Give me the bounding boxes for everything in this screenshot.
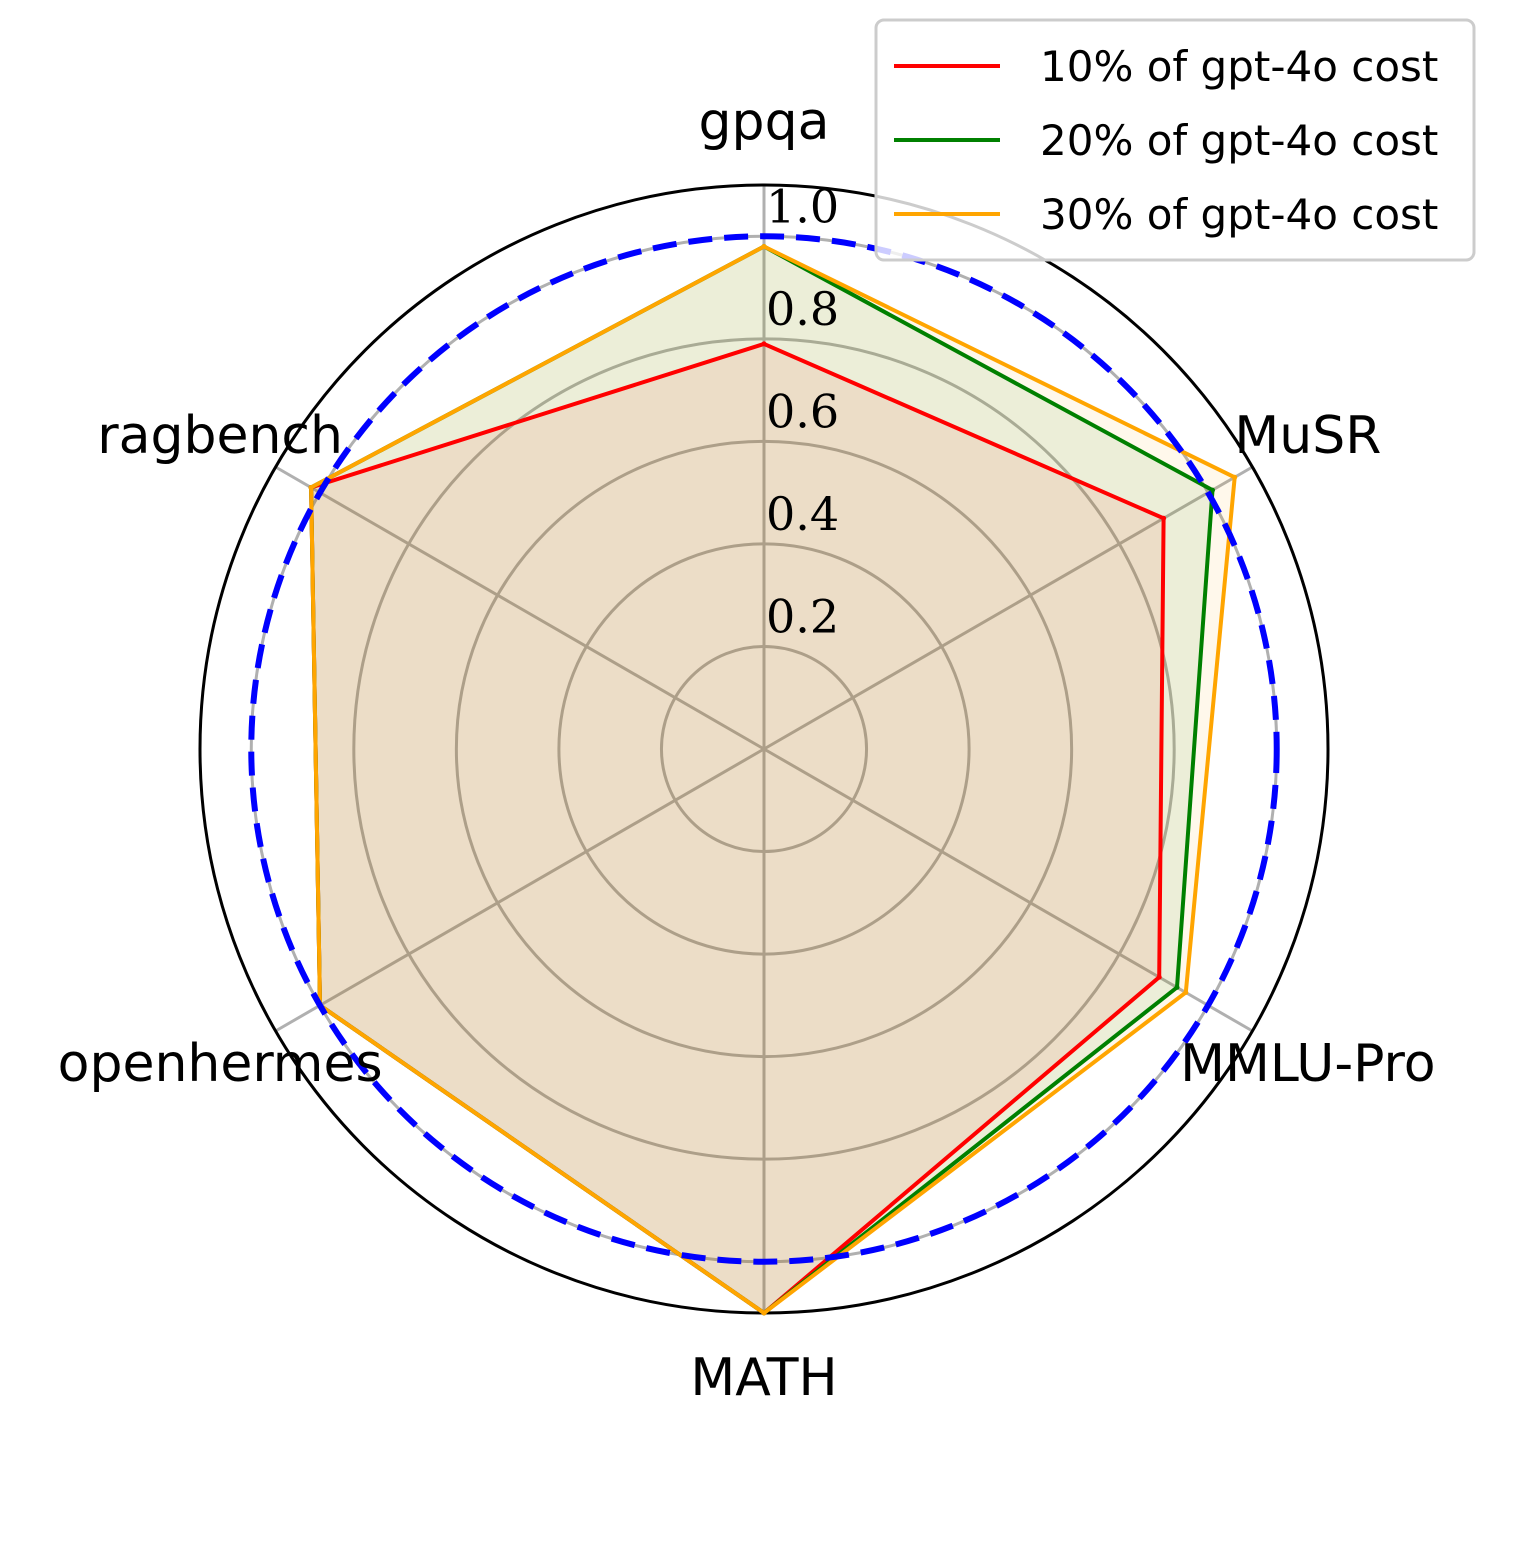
series-1-point-MuSR xyxy=(1210,487,1215,493)
legend-label-1: 20% of gpt-4o cost xyxy=(1040,116,1438,165)
series-fill-layer xyxy=(311,246,1235,1313)
rtick-label-4: 1.0 xyxy=(766,179,839,233)
axis-label-ragbench: ragbench xyxy=(97,406,343,466)
axis-label-MuSR: MuSR xyxy=(1234,406,1381,466)
spoke-ragbench xyxy=(274,465,765,751)
spoke-MMLU-Pro xyxy=(763,747,1254,1033)
rtick-label-0: 0.2 xyxy=(766,589,839,643)
series-2-point-MMLU-Pro xyxy=(1183,990,1189,995)
legend-label-2: 30% of gpt-4o cost xyxy=(1040,190,1438,239)
series-0-point-gpqa xyxy=(761,341,767,347)
series-line-layer xyxy=(308,244,1238,1316)
axis-label-openhermes: openhermes xyxy=(58,1034,383,1094)
legend-box xyxy=(874,18,1476,262)
axis-labels: gpqa MuSR MMLU-Pro MATH openhermes ragbench xyxy=(58,92,1436,1408)
series-0-point-MMLU-Pro xyxy=(1156,974,1162,980)
series-2-point-ragbench xyxy=(308,485,314,490)
rtick-label-2: 0.6 xyxy=(766,384,839,438)
series-2-point-MuSR xyxy=(1232,474,1238,480)
axis-label-MMLU-Pro: MMLU-Pro xyxy=(1180,1034,1435,1094)
series-fill-0 xyxy=(311,343,1164,1313)
series-1-point-MMLU-Pro xyxy=(1174,984,1180,990)
rtick-label-1: 0.4 xyxy=(766,487,839,541)
legend-label-0: 10% of gpt-4o cost xyxy=(1040,42,1438,91)
reference-circle xyxy=(248,233,1280,1265)
reference-circle-layer xyxy=(248,233,1280,1265)
axis-label-MATH: MATH xyxy=(690,1348,837,1408)
legend: 10% of gpt-4o cost 20% of gpt-4o cost 30% … xyxy=(874,18,1476,262)
radial-tick-labels: 0.2 0.4 0.6 0.8 1.0 xyxy=(766,179,839,643)
rtick-label-3: 0.8 xyxy=(766,282,839,336)
series-2-point-MATH xyxy=(761,1310,767,1316)
series-2-point-gpqa xyxy=(761,244,767,249)
spoke-openhermes xyxy=(274,747,765,1033)
series-fill-1 xyxy=(311,246,1213,1313)
series-fill-2 xyxy=(311,246,1235,1313)
spoke-MuSR xyxy=(763,465,1254,751)
series-0-point-MuSR xyxy=(1161,515,1167,521)
axis-label-gpqa: gpqa xyxy=(699,92,830,152)
